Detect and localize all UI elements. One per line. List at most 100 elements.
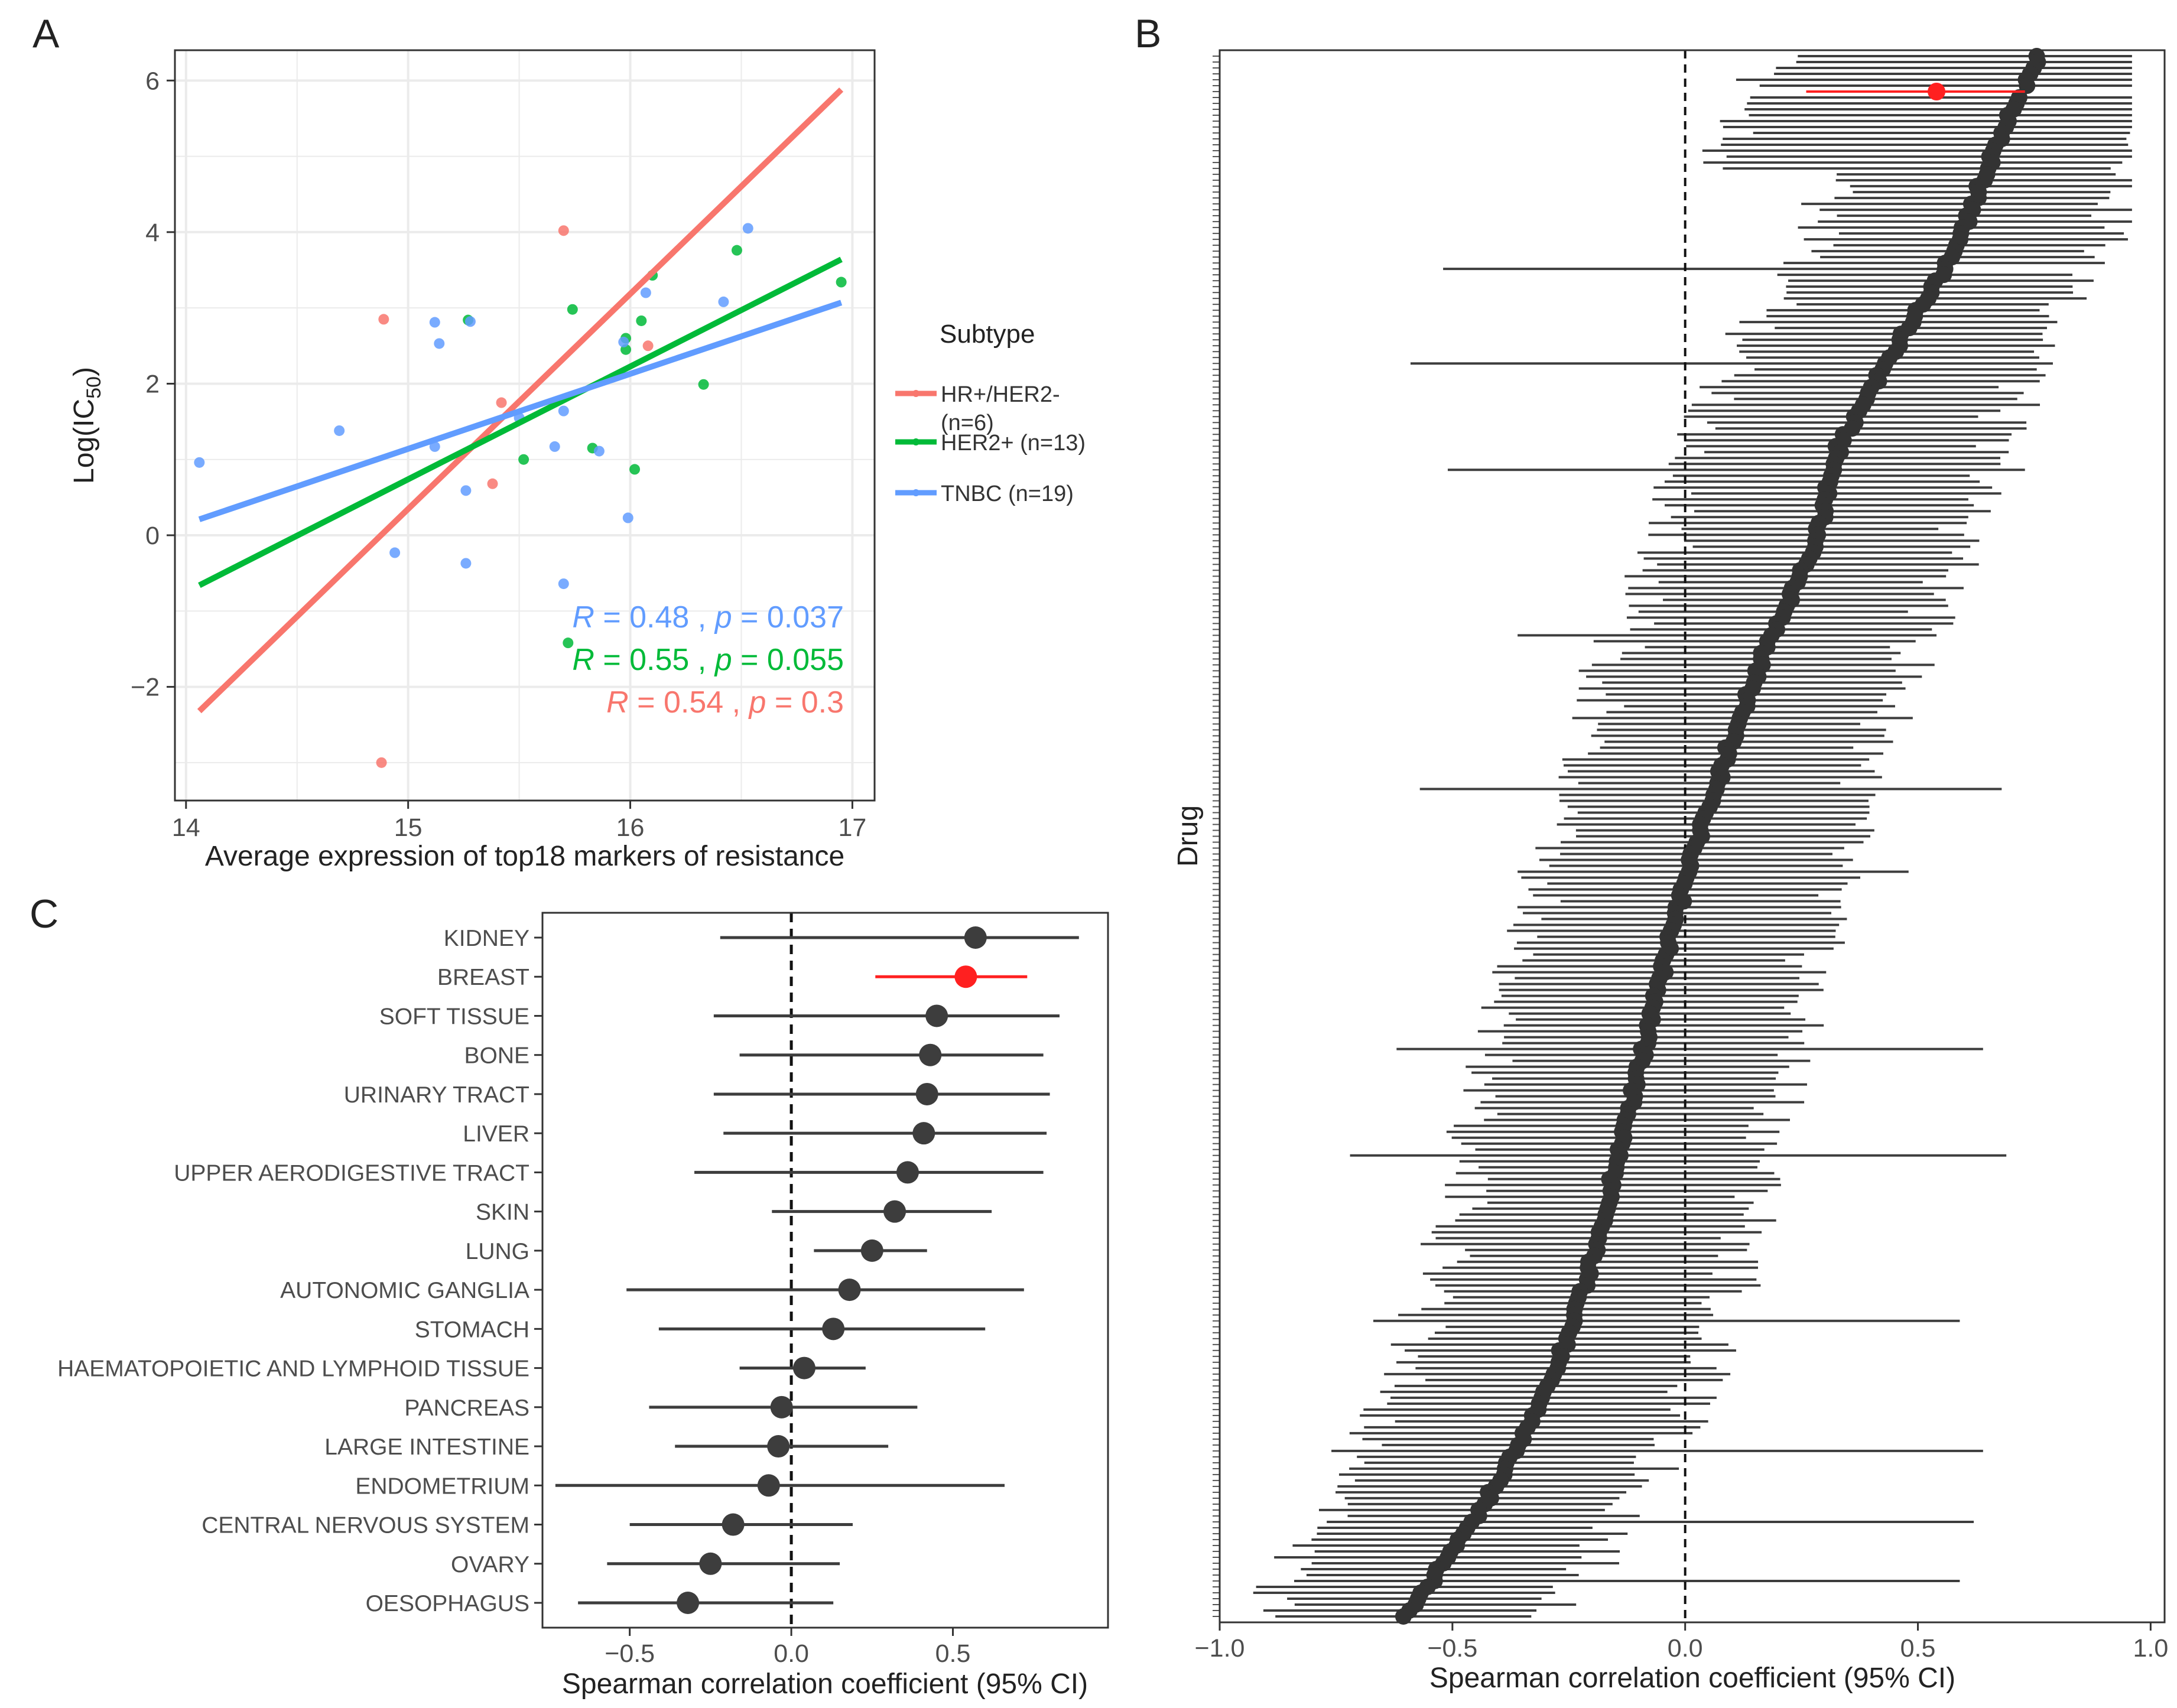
- tissue-row: OESOPHAGUS: [366, 1591, 834, 1616]
- tissue-label: BONE: [464, 1043, 529, 1069]
- scatter-point-her2-: [731, 245, 742, 256]
- stat-r-symbol: R: [606, 685, 629, 720]
- legend-swatch-point: [912, 489, 919, 496]
- y-tick-label: 2: [145, 370, 160, 398]
- panel-b-drug-ticks: [1213, 56, 1220, 1617]
- panel-c-x-axis: −0.5 0.0 0.5: [605, 1628, 970, 1668]
- scatter-point-tnbc: [429, 317, 440, 328]
- tissue-estimate-point: [770, 1395, 793, 1419]
- panel-c-forest-chart: KIDNEY BREAST SOFT TISSUE BONE URINARY TRACT…: [57, 912, 1109, 1700]
- panel-a-plot-background: [175, 50, 875, 801]
- panel-a-fit-lines: [197, 87, 844, 714]
- tissue-estimate-point: [838, 1278, 861, 1302]
- scatter-point-hr-her2-: [378, 314, 389, 325]
- breast-estimate-point: [1928, 83, 1946, 101]
- tissue-estimate-point: [722, 1513, 745, 1536]
- scatter-point-tnbc: [742, 223, 753, 234]
- tissue-label: HAEMATOPOIETIC AND LYMPHOID TISSUE: [57, 1356, 529, 1382]
- tissue-row: URINARY TRACT: [344, 1082, 1050, 1108]
- panel-a-x-axis-title: Average expression of top18 markers of r…: [205, 841, 844, 872]
- panel-a-y-axis-title-subscript: 50: [83, 376, 105, 399]
- panel-a-y-axis-title-main: Log(IC: [69, 399, 100, 484]
- tissue-row: SKIN: [476, 1200, 992, 1225]
- tissue-label: SOFT TISSUE: [379, 1004, 529, 1029]
- panel-a-plot-border: [174, 49, 876, 802]
- scatter-point-tnbc: [640, 287, 651, 298]
- scatter-point-her2-: [563, 637, 574, 649]
- panel-b-forest-chart: −1.0 −0.5 0.0 0.5 1.0 Spearman correlation c…: [1172, 48, 2168, 1694]
- tissue-estimate-point: [757, 1474, 780, 1497]
- panel-b-y-axis-title: Drug: [1172, 805, 1204, 867]
- tissue-row: KIDNEY: [444, 926, 1079, 951]
- panel-a-x-axis: 14 15 16 17: [172, 801, 866, 842]
- panel-a-gridlines: [175, 50, 875, 801]
- tissue-label: KIDNEY: [444, 926, 529, 951]
- stat-r-value: = 0.55 ,: [594, 643, 715, 677]
- tissue-estimate-point: [792, 1356, 815, 1380]
- scatter-point-tnbc: [334, 425, 345, 436]
- panel-a-y-axis-title: Log(IC50): [69, 367, 105, 484]
- legend-label: HER2+ (n=13): [941, 431, 1086, 456]
- fit-line-hr-her2-: [197, 87, 844, 714]
- tissue-label: AUTONOMIC GANGLIA: [280, 1278, 529, 1303]
- panel-b-x-axis: −1.0 −0.5 0.0 0.5 1.0: [1195, 1622, 2168, 1663]
- panel-a-y-axis-title-end: ): [69, 367, 100, 376]
- panel-b-letter: B: [1135, 11, 1161, 56]
- scatter-point-tnbc: [558, 578, 569, 590]
- stat-r-value: = 0.54 ,: [629, 685, 749, 720]
- scatter-point-tnbc: [464, 316, 476, 327]
- panel-b-x-axis-title: Spearman correlation coefficient (95% CI…: [1429, 1663, 1955, 1694]
- y-tick-label: 4: [145, 219, 160, 247]
- tissue-row: LARGE INTESTINE: [324, 1434, 889, 1460]
- x-tick-label: 0.0: [1668, 1634, 1703, 1663]
- panel-c-plot-border: [541, 912, 1109, 1629]
- panel-c-rows: KIDNEY BREAST SOFT TISSUE BONE URINARY TRACT…: [57, 926, 1079, 1616]
- scatter-point-her2-: [518, 454, 529, 465]
- legend-swatch-point: [912, 438, 919, 445]
- x-tick-label: 14: [172, 814, 200, 842]
- y-tick-label: −2: [131, 674, 160, 702]
- scatter-point-tnbc: [558, 405, 569, 417]
- tissue-label: LARGE INTESTINE: [324, 1434, 529, 1460]
- x-tick-label: 0.5: [935, 1639, 971, 1668]
- tissue-estimate-point: [925, 1004, 948, 1027]
- y-tick-label: 0: [145, 522, 160, 550]
- tissue-row: SOFT TISSUE: [379, 1004, 1060, 1029]
- tissue-estimate-point: [919, 1043, 942, 1066]
- x-tick-label: −0.5: [1427, 1634, 1477, 1663]
- scatter-point-hr-her2-: [487, 478, 498, 489]
- x-tick-label: 17: [838, 814, 866, 842]
- drug-estimate-point: [1395, 1608, 1412, 1625]
- stat-p-value: = 0.055: [732, 643, 844, 677]
- panel-c-plot-background: [542, 913, 1108, 1628]
- x-tick-label: 15: [394, 814, 423, 842]
- tissue-estimate-point: [767, 1435, 790, 1458]
- tissue-estimate-point: [699, 1552, 722, 1575]
- scatter-point-her2-: [629, 464, 641, 475]
- panel-a-scatter-chart: 14 15 16 17 6 4 2 0 −2 Average expression of to…: [69, 49, 1086, 872]
- tissue-label: OVARY: [451, 1552, 529, 1577]
- tissue-label: STOMACH: [415, 1317, 529, 1342]
- scatter-point-tnbc: [194, 457, 205, 468]
- scatter-point-hr-her2-: [496, 397, 507, 408]
- panel-a-y-axis: 6 4 2 0 −2: [131, 67, 175, 702]
- stat-label-hr-her2-: R = 0.54 , p = 0.3: [606, 685, 844, 720]
- panel-b-plot-border: [1219, 49, 2166, 1624]
- panel-b-breast-highlight: [1806, 83, 2025, 101]
- x-tick-label: −0.5: [605, 1639, 655, 1668]
- scatter-point-tnbc: [389, 547, 401, 558]
- tissue-estimate-point: [915, 1082, 938, 1105]
- tissue-estimate-point: [964, 926, 987, 949]
- scatter-point-her2-: [567, 304, 578, 315]
- tissue-row: LIVER: [463, 1121, 1047, 1147]
- scatter-point-tnbc: [429, 441, 440, 452]
- scatter-point-tnbc: [549, 441, 560, 452]
- tissue-label: BREAST: [437, 965, 529, 990]
- stat-r-value: = 0.48 ,: [594, 600, 715, 635]
- tissue-row: BREAST: [437, 965, 1028, 990]
- tissue-label: UPPER AERODIGESTIVE TRACT: [174, 1160, 529, 1186]
- tissue-row: STOMACH: [415, 1317, 986, 1342]
- scatter-point-her2-: [698, 379, 709, 390]
